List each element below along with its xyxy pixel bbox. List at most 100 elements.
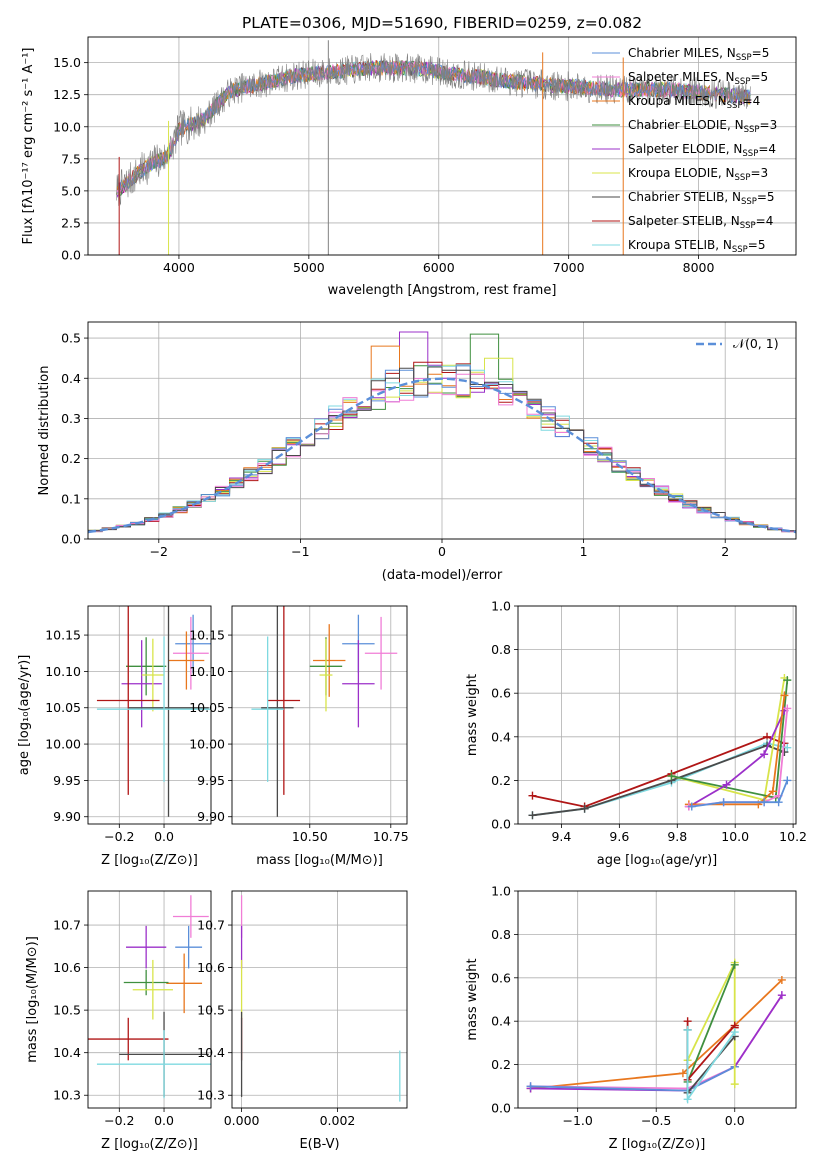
axes-frame xyxy=(231,605,408,825)
x-tick-label: 2 xyxy=(721,544,729,559)
x-tick-label: 10.0 xyxy=(721,829,749,844)
plot-area-mass_vs_z xyxy=(88,895,211,1099)
x-tick-label: −2 xyxy=(150,544,168,559)
y-tick-label: 9.95 xyxy=(53,773,81,788)
axes-frame xyxy=(87,890,212,1109)
y-tick-label: 7.5 xyxy=(61,151,81,166)
y-tick-label: 0.0 xyxy=(61,248,81,263)
weight-line-kroupa_miles xyxy=(688,695,786,806)
legend-entry: Kroupa STELIB, NSSP=5 xyxy=(628,238,766,255)
y-tick-label: 10.15 xyxy=(45,628,81,643)
y-tick-label: 0.0 xyxy=(491,1101,511,1116)
y-tick-label: 2.5 xyxy=(61,215,81,230)
axes-frame xyxy=(517,890,797,1109)
y-tick-label: 0.5 xyxy=(61,331,81,346)
weight-line-salpeter_elodie xyxy=(688,710,786,808)
x-tick-label: −1.0 xyxy=(563,1113,593,1128)
weight-marker-chabrier_miles xyxy=(760,798,769,807)
x-axis-label: mass [log₁₀(M/M⊙)] xyxy=(256,853,383,868)
legend-entry: Salpeter STELIB, NSSP=4 xyxy=(628,214,773,231)
x-tick-label: 9.4 xyxy=(551,829,571,844)
plot-area-mass_vs_ebv xyxy=(240,895,401,1102)
legend-entry: Kroupa MILES, NSSP=4 xyxy=(628,94,760,111)
y-tick-label: 10.6 xyxy=(53,960,81,975)
plot-area-weight_vs_z xyxy=(526,958,786,1104)
weight-marker-kroupa_stelib xyxy=(730,1028,739,1037)
y-tick-label: 1.0 xyxy=(491,599,511,614)
y-tick-label: 10.4 xyxy=(197,1045,225,1060)
y-tick-label: 10.0 xyxy=(53,119,81,134)
y-tick-label: 0.2 xyxy=(491,773,511,788)
weight-marker-salpeter_elodie xyxy=(777,991,786,1000)
y-tick-label: 0.4 xyxy=(491,1014,511,1029)
panel-age_vs_z: −0.2 0.0 9.90 9.95 10.00 10.05 10.10 10.15 Z [lo… xyxy=(17,605,212,868)
x-axis-label: E(B-V) xyxy=(299,1137,339,1152)
x-axis-label: Z [log₁₀(Z/Z⊙)] xyxy=(101,853,198,868)
weight-marker-salpeter_elodie xyxy=(722,780,731,789)
axes-frame xyxy=(517,605,797,825)
x-tick-label: 4000 xyxy=(163,260,195,275)
y-tick-label: 0.6 xyxy=(491,686,511,701)
y-tick-label: 10.7 xyxy=(53,918,81,933)
plot-area-age_vs_mass xyxy=(251,606,398,817)
weight-marker-salpeter_stelib xyxy=(683,1017,692,1026)
y-tick-label: 10.6 xyxy=(197,960,225,975)
y-tick-label: 0.6 xyxy=(491,970,511,985)
x-tick-label: 6000 xyxy=(423,260,455,275)
y-tick-label: 10.10 xyxy=(45,664,81,679)
panel-spectrum: 4000 5000 6000 7000 8000 0.0 2.5 5.0 7.5 10.0 12.5… xyxy=(21,36,797,298)
plot-area-weight_vs_age xyxy=(528,673,792,820)
plot-area-residuals xyxy=(88,331,796,534)
y-axis-label: Normed distribution xyxy=(37,366,52,496)
x-tick-label: 0 xyxy=(438,544,446,559)
axes-frame xyxy=(231,890,408,1109)
y-axis-label: mass weight xyxy=(465,958,480,1040)
weight-marker-kroupa_miles xyxy=(777,975,786,984)
x-tick-label: 9.6 xyxy=(609,829,629,844)
x-axis-label: Z [log₁₀(Z/Z⊙)] xyxy=(101,1137,198,1152)
x-axis-label: wavelength [Angstrom, rest frame] xyxy=(328,283,557,298)
gaussian-curve xyxy=(88,377,796,534)
weight-line-kroupa_miles xyxy=(530,979,783,1090)
x-tick-label: 10.50 xyxy=(292,829,328,844)
panel-weight_vs_age: 9.4 9.6 9.8 10.0 10.2 0.0 0.2 0.4 0.6 0.8 1.0 age [… xyxy=(465,599,807,869)
axes-frame xyxy=(87,321,797,540)
y-tick-label: 9.90 xyxy=(197,809,225,824)
y-tick-label: 10.3 xyxy=(53,1088,81,1103)
y-tick-label: 10.10 xyxy=(189,664,225,679)
y-tick-label: 0.4 xyxy=(61,371,81,386)
weight-marker-kroupa_miles xyxy=(780,691,789,700)
weight-marker-chabrier_stelib xyxy=(528,811,537,820)
x-tick-label: 0.002 xyxy=(320,1113,356,1128)
x-tick-label: 7000 xyxy=(553,260,585,275)
axes-frame xyxy=(87,36,797,256)
weight-marker-chabrier_miles xyxy=(783,776,792,785)
weight-marker-chabrier_stelib xyxy=(580,804,589,813)
x-tick-label: 0.0 xyxy=(154,1113,174,1128)
x-tick-label: −0.2 xyxy=(104,829,134,844)
legend-entry-gauss: 𝒩(0, 1) xyxy=(733,336,779,351)
y-tick-label: 10.7 xyxy=(197,918,225,933)
legend-entry: Kroupa ELODIE, NSSP=3 xyxy=(628,166,768,183)
y-tick-label: 10.05 xyxy=(45,700,81,715)
legend-entry: Chabrier MILES, NSSP=5 xyxy=(628,46,769,63)
weight-marker-chabrier_miles xyxy=(526,1082,535,1091)
y-tick-label: 0.0 xyxy=(61,532,81,547)
panel-weight_vs_z: −1.0 −0.5 0.0 0.0 0.2 0.4 0.6 0.8 1.0 Z [log₁₀(Z/… xyxy=(465,884,797,1152)
plot-area-age_vs_z xyxy=(96,606,211,817)
y-tick-label: 10.3 xyxy=(197,1088,225,1103)
y-tick-label: 0.4 xyxy=(491,729,511,744)
weight-marker-kroupa_stelib xyxy=(683,1095,692,1104)
weight-marker-chabrier_elodie xyxy=(730,960,739,969)
x-tick-label: 0.0 xyxy=(725,1113,745,1128)
y-tick-label: 10.15 xyxy=(189,628,225,643)
x-tick-label: −0.2 xyxy=(104,1113,134,1128)
y-tick-label: 15.0 xyxy=(53,55,81,70)
y-tick-label: 1.0 xyxy=(491,884,511,899)
x-tick-label: 8000 xyxy=(683,260,715,275)
y-axis-label: mass [log₁₀(M/M⊙)] xyxy=(25,936,40,1063)
x-tick-label: 1 xyxy=(580,544,588,559)
x-tick-label: 5000 xyxy=(293,260,325,275)
legend-entry: Chabrier STELIB, NSSP=5 xyxy=(628,190,775,207)
